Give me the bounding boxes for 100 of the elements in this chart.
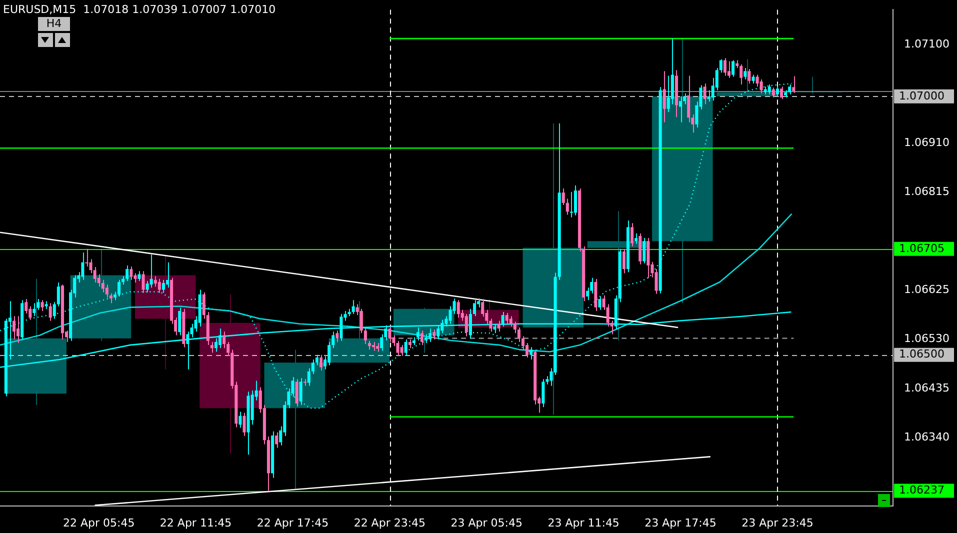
candlestick: [679, 96, 682, 123]
candlestick: [662, 70, 666, 123]
candlestick: [142, 270, 145, 294]
candlestick: [436, 324, 440, 340]
candlestick: [178, 307, 182, 336]
candlestick: [130, 266, 133, 280]
candlestick: [788, 84, 792, 95]
candlestick: [52, 302, 56, 320]
candlestick: [126, 264, 129, 282]
candlestick: [723, 58, 726, 76]
candlestick: [416, 326, 420, 341]
candlestick: [756, 74, 759, 88]
candlestick: [420, 330, 424, 346]
x-tick-label: 22 Apr 11:45: [160, 516, 232, 530]
candlestick: [360, 308, 363, 334]
candlestick: [16, 316, 20, 344]
ref-line-label: 1.07000: [899, 89, 944, 102]
candlestick: [687, 75, 690, 123]
y-tick-label: 1.07100: [904, 38, 950, 51]
candlestick: [472, 300, 476, 317]
annotation: H4: [38, 17, 70, 31]
candlestick: [210, 341, 214, 354]
candlestick: [432, 329, 436, 340]
candlestick: [622, 248, 626, 274]
candlestick: [336, 330, 339, 342]
candlestick: [12, 316, 16, 340]
candlestick: [654, 268, 658, 294]
candlestick: [81, 252, 84, 280]
candlestick: [776, 86, 779, 97]
candlestick: [340, 314, 343, 342]
candlestick: [598, 296, 602, 310]
candlestick: [748, 68, 751, 84]
candlestick: [542, 378, 545, 408]
candlestick: [295, 378, 298, 408]
candlestick: [238, 411, 242, 428]
candlestick: [242, 412, 246, 437]
candlestick: [85, 248, 88, 267]
candlestick: [166, 262, 170, 288]
candlestick: [566, 198, 569, 216]
x-tick-label: 23 Apr 23:45: [742, 516, 814, 530]
candlestick: [530, 346, 533, 360]
chart-title: EURUSD,M15 1.07018 1.07039 1.07007 1.07010: [3, 3, 276, 16]
candlestick: [630, 222, 634, 247]
candlestick: [493, 323, 496, 334]
candlestick: [562, 188, 565, 206]
candlestick: [744, 68, 747, 80]
x-tick-label: 22 Apr 05:45: [62, 516, 135, 530]
candlestick: [634, 232, 638, 244]
candlestick: [275, 432, 278, 448]
candlestick: [703, 83, 706, 105]
ref-line-label: 1.06705: [899, 242, 944, 255]
candlestick: [792, 76, 796, 94]
candlestick: [740, 64, 743, 86]
candlestick: [456, 300, 460, 318]
candlestick: [352, 300, 355, 315]
candlestick: [319, 354, 323, 371]
ref-line-label: 1.06500: [899, 348, 944, 361]
x-tick-label: 23 Apr 11:45: [548, 516, 620, 530]
candlestick: [428, 328, 432, 342]
candlestick: [642, 238, 646, 264]
candlestick: [118, 279, 121, 297]
candlestick: [162, 279, 165, 294]
candlestick: [40, 300, 44, 312]
candlestick: [707, 90, 710, 102]
candlestick: [364, 328, 367, 345]
candlestick: [772, 87, 775, 98]
candlestick: [299, 378, 302, 406]
y-tick-label: 1.06625: [904, 283, 950, 296]
candlestick: [138, 270, 141, 282]
candlestick: [732, 60, 735, 78]
candlestick: [48, 302, 52, 322]
candlestick: [505, 312, 508, 324]
x-tick-label: 23 Apr 05:45: [450, 516, 522, 530]
candlestick: [150, 254, 153, 288]
candlestick: [32, 302, 36, 317]
candlestick: [218, 328, 222, 349]
candlestick: [666, 75, 670, 112]
candlestick: [464, 314, 468, 337]
y-tick-label: 1.06815: [904, 184, 950, 198]
y-tick-label: 1.06530: [904, 332, 950, 346]
candlestick: [400, 344, 404, 356]
candlestick: [214, 338, 218, 352]
candlestick: [222, 331, 226, 349]
candlestick: [497, 320, 500, 332]
candlestick: [727, 60, 731, 78]
x-tick-label: 23 Apr 17:45: [644, 516, 716, 530]
candlestick: [481, 298, 484, 318]
y-tick-label: 1.06340: [904, 430, 950, 444]
candlestick: [570, 192, 573, 218]
ref-line-label: 1.06237: [899, 484, 944, 497]
candlestick: [158, 278, 161, 294]
candlestick: [760, 78, 763, 94]
x-tick-label: 22 Apr 17:45: [256, 516, 329, 530]
candlestick: [56, 282, 60, 307]
candlestick: [780, 86, 784, 100]
x-tick-label: 22 Apr 23:45: [354, 516, 426, 530]
candlestick: [105, 284, 108, 298]
candlestick: [404, 338, 408, 356]
y-tick-label: 1.06435: [904, 381, 950, 394]
y-tick-label: 1.06910: [904, 136, 950, 149]
